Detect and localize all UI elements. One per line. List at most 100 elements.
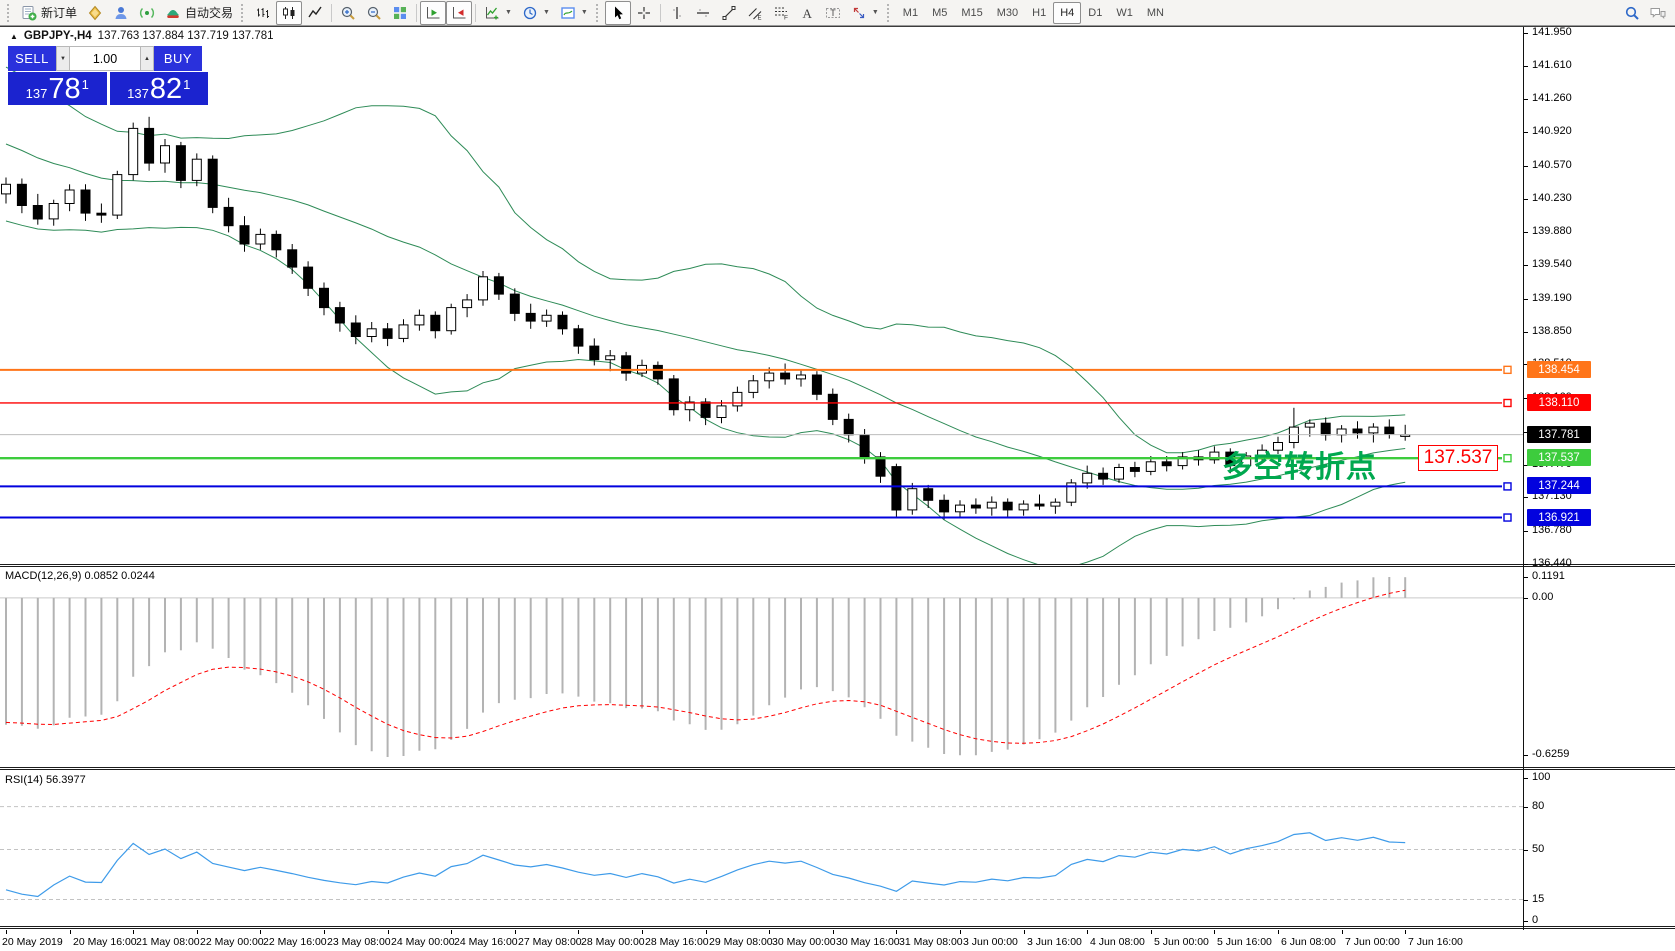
zoom-out-button[interactable]: [361, 1, 387, 25]
timeframe-h4[interactable]: H4: [1053, 1, 1082, 24]
pane-divider[interactable]: [0, 767, 1675, 768]
timeframe-h1[interactable]: H1: [1032, 6, 1047, 19]
time-tick-label: 5 Jun 00:00: [1154, 936, 1209, 948]
toolbar-grip: [241, 3, 246, 22]
turning-point-annotation[interactable]: 多空转折点: [1222, 451, 1377, 484]
rsi-axis-tick: [1524, 807, 1528, 808]
pane-divider[interactable]: [0, 564, 1675, 565]
chart-shift-button[interactable]: [446, 0, 473, 25]
toolbar-grip: [595, 3, 601, 22]
time-tick: [388, 930, 389, 934]
time-axis[interactable]: 20 May 2019 20 May 16:00 21 May 08:00 22 Ma…: [0, 930, 1675, 951]
rsi-axis-label: 0: [1532, 914, 1539, 926]
sell-price-main: 78: [48, 73, 81, 105]
autotrading-icon: [165, 5, 181, 21]
chevron-down-icon: ▼: [871, 9, 879, 16]
auto-scroll-button[interactable]: [420, 0, 447, 25]
horizontal-line-button[interactable]: [690, 1, 716, 25]
price-tag-annotation[interactable]: 137.537: [1418, 445, 1498, 471]
trendline-button[interactable]: [716, 1, 742, 25]
timeframe-w1[interactable]: W1: [1116, 6, 1133, 19]
time-tick-label: 3 Jun 00:00: [963, 936, 1018, 948]
chart-window[interactable]: 141.950 141.610 141.260 140.920 140.570 140.2…: [0, 26, 1675, 951]
time-tick: [1214, 930, 1215, 934]
chevron-down-icon: ▼: [542, 9, 550, 16]
macd-histogram: [5, 577, 1407, 757]
pane-divider: [0, 928, 1675, 929]
fibonacci-button[interactable]: F: [768, 1, 794, 25]
price-line-badge: 136.921: [1527, 509, 1591, 526]
community-button[interactable]: [108, 1, 134, 25]
search-button[interactable]: [1619, 1, 1645, 25]
vertical-line-button[interactable]: [664, 1, 690, 25]
time-tick-label: 24 May 16:00: [454, 936, 518, 948]
price-axis-border: [1523, 27, 1524, 930]
rsi-axis-label: 50: [1532, 843, 1545, 855]
buy-button[interactable]: BUY: [154, 46, 202, 71]
sell-button[interactable]: SELL: [8, 46, 56, 71]
time-tick: [1342, 930, 1343, 934]
timeframe-mn[interactable]: MN: [1146, 6, 1164, 19]
price-tick-label: 139.540: [1532, 258, 1572, 270]
zoom-in-button[interactable]: [335, 1, 361, 25]
cursor-button[interactable]: [604, 0, 631, 25]
arrows-icon: [851, 5, 867, 21]
timeframe-d1[interactable]: D1: [1088, 6, 1103, 19]
pane-divider[interactable]: [0, 769, 1675, 770]
text-label-button[interactable]: T: [820, 1, 846, 25]
periods-button[interactable]: ▼: [517, 1, 555, 25]
volume-increase-button[interactable]: ▲: [140, 46, 154, 71]
line-chart-button[interactable]: [302, 1, 328, 25]
new-order-button[interactable]: 新订单: [16, 1, 82, 25]
text-button[interactable]: A: [794, 1, 820, 25]
sell-price-pip: 1: [81, 77, 89, 92]
autotrading-label: 自动交易: [185, 6, 234, 20]
price-tick: [1524, 497, 1528, 498]
timeframe-m30[interactable]: M30: [996, 6, 1019, 19]
time-tick-label: 28 May 16:00: [645, 936, 709, 948]
equidistant-channel-button[interactable]: E: [742, 1, 768, 25]
indicators-button[interactable]: ▼: [479, 1, 517, 25]
bar-chart-button[interactable]: [250, 1, 276, 25]
svg-text:T: T: [830, 8, 836, 18]
candlestick-chart-button[interactable]: [276, 0, 303, 25]
metaeditor-button[interactable]: [82, 1, 108, 25]
metaeditor-icon: [87, 5, 103, 21]
volume-input[interactable]: [70, 46, 140, 71]
toolbar-separator: [416, 3, 418, 22]
time-tick: [1087, 930, 1088, 934]
volume-decrease-button[interactable]: ▼: [56, 46, 70, 71]
price-line-badge: 137.244: [1527, 477, 1591, 494]
time-tick: [642, 930, 643, 934]
autotrading-button[interactable]: 自动交易: [160, 1, 238, 25]
macd-pane[interactable]: [0, 567, 1523, 767]
crosshair-button[interactable]: [631, 1, 657, 25]
collapse-icon[interactable]: ▲: [10, 31, 18, 41]
bollinger-bands: [5, 66, 1406, 564]
timeframe-m15[interactable]: M15: [961, 6, 983, 19]
rsi-pane[interactable]: [0, 771, 1523, 926]
price-tick: [1524, 564, 1528, 565]
price-tick-label: 140.570: [1532, 159, 1572, 171]
pane-divider[interactable]: [0, 566, 1675, 567]
timeframe-m1[interactable]: M1: [902, 6, 919, 19]
macd-axis-label: 0.00: [1532, 591, 1554, 603]
arrows-button[interactable]: ▼: [846, 1, 884, 25]
line-chart-icon: [307, 5, 323, 21]
chat-button[interactable]: [1645, 1, 1671, 25]
tile-windows-button[interactable]: [387, 1, 413, 25]
sell-price-display[interactable]: 137 78 1: [8, 72, 107, 105]
price-axis[interactable]: 141.950 141.610 141.260 140.920 140.570 140.2…: [1524, 26, 1675, 930]
chart-shift-icon: [451, 5, 467, 21]
signals-icon: [139, 5, 155, 21]
timeframe-m5[interactable]: M5: [932, 6, 948, 19]
time-tick-label: 4 Jun 08:00: [1090, 936, 1145, 948]
toolbar-grip: [7, 3, 12, 22]
signals-button[interactable]: [134, 1, 160, 25]
rsi-axis-label: 100: [1532, 771, 1551, 783]
rsi-axis-tick: [1524, 778, 1528, 779]
buy-price-display[interactable]: 137 82 1: [109, 72, 208, 105]
main-price-pane[interactable]: [0, 28, 1523, 564]
templates-button[interactable]: ▼: [555, 1, 593, 25]
